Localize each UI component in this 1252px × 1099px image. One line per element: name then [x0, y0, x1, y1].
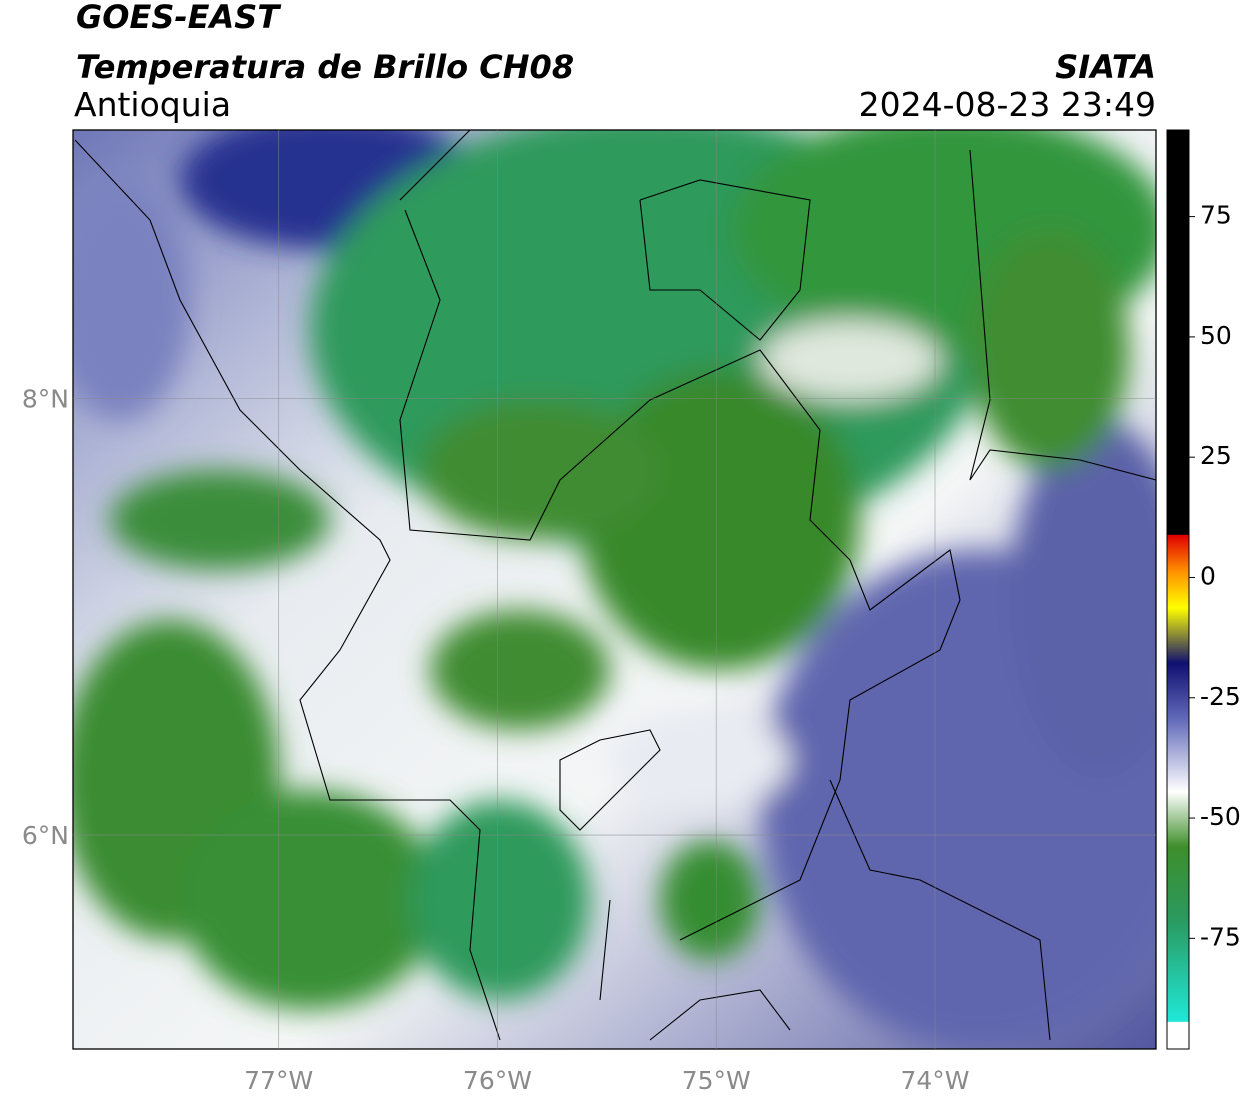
colorbar-tick-label: -25 — [1200, 682, 1241, 711]
colorbar-tick-label: 0 — [1200, 561, 1216, 590]
title: GOES-EAST — [76, 0, 281, 36]
lat-tick-label: 8°N — [22, 384, 69, 413]
map-frame — [72, 129, 1157, 1050]
lon-tick-label: 74°W — [901, 1066, 970, 1095]
colorbar-tick-label: 75 — [1200, 201, 1232, 230]
lon-tick-label: 76°W — [463, 1066, 532, 1095]
colorbar-tick-label: -75 — [1200, 922, 1241, 951]
colorbar-tick-label: -50 — [1200, 802, 1241, 831]
region: Antioquia — [74, 85, 231, 124]
lon-tick-label: 77°W — [244, 1066, 313, 1095]
lat-tick-label: 6°N — [22, 821, 69, 850]
satellite-image — [73, 130, 1156, 1049]
subtitle: Temperatura de Brillo CH08 — [76, 48, 574, 86]
source: SIATA — [1055, 48, 1156, 86]
colorbar — [1166, 129, 1190, 1050]
datetime: 2024-08-23 23:49 — [859, 85, 1156, 124]
colorbar-tick-label: 50 — [1200, 321, 1232, 350]
lon-tick-label: 75°W — [682, 1066, 751, 1095]
colorbar-tick-label: 25 — [1200, 441, 1232, 470]
